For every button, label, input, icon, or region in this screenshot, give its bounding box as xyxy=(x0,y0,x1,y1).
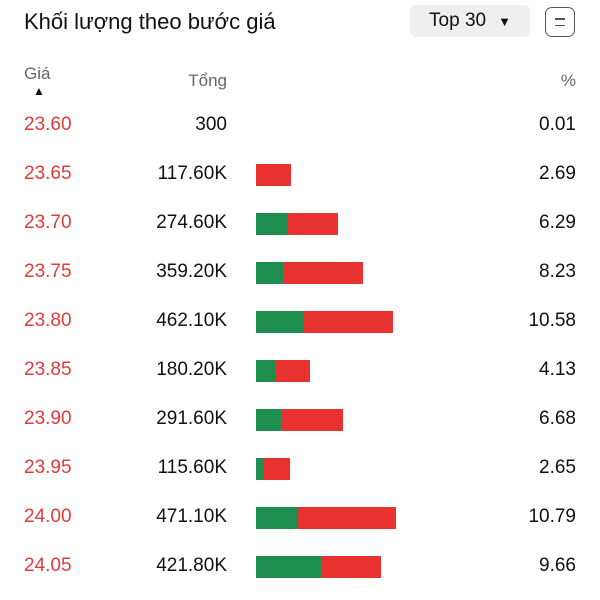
price-level-total: 115.60K xyxy=(157,457,227,478)
buy-volume-segment xyxy=(256,556,322,578)
top-select-label: Top 30 xyxy=(429,10,487,31)
volume-bar xyxy=(256,360,310,382)
sell-volume-segment xyxy=(282,262,363,284)
price-level-row[interactable]: 23.95 115.60K 2.65 xyxy=(0,445,600,494)
buy-volume-segment xyxy=(256,409,282,431)
volume-bar xyxy=(256,164,291,186)
buy-volume-segment xyxy=(256,507,298,529)
price-level-total: 291.60K xyxy=(156,408,227,429)
sell-volume-segment xyxy=(281,409,343,431)
sell-volume-segment xyxy=(321,556,382,578)
caret-down-icon: ▼ xyxy=(498,13,511,29)
sell-volume-segment xyxy=(263,458,291,480)
price-level-total: 117.60K xyxy=(157,163,227,184)
sell-volume-segment xyxy=(287,213,338,235)
buy-volume-segment xyxy=(256,262,283,284)
top-select-dropdown[interactable]: Top 30 ▼ xyxy=(410,5,530,37)
volume-bar xyxy=(256,507,396,529)
price-level-row[interactable]: 23.90 291.60K 6.68 xyxy=(0,396,600,445)
price-level-price: 24.00 xyxy=(24,506,72,527)
volume-bar xyxy=(256,556,382,578)
volume-bar xyxy=(256,458,291,480)
sell-volume-segment xyxy=(256,164,291,186)
price-level-total: 359.20K xyxy=(156,261,227,282)
sell-volume-segment xyxy=(302,311,394,333)
panel-title: Khối lượng theo bước giá xyxy=(24,9,276,34)
price-level-total: 462.10K xyxy=(156,310,227,331)
price-level-row[interactable]: 23.70 274.60K 6.29 xyxy=(0,200,600,249)
price-level-total: 274.60K xyxy=(156,212,227,233)
price-level-row[interactable]: 23.80 462.10K 10.58 xyxy=(0,298,600,347)
price-level-row[interactable]: 23.60 300 0.01 xyxy=(0,102,600,151)
sort-ascending-icon[interactable]: ▲ xyxy=(33,84,45,98)
buy-volume-segment xyxy=(256,360,275,382)
price-level-price: 23.85 xyxy=(24,359,72,380)
column-header-price[interactable]: Giá xyxy=(24,64,51,83)
price-level-percent: 10.79 xyxy=(528,506,576,527)
price-level-price: 23.75 xyxy=(24,261,72,282)
price-level-price: 23.80 xyxy=(24,310,72,331)
sell-volume-segment xyxy=(298,507,396,529)
price-level-total: 471.10K xyxy=(156,506,227,527)
menu-icon[interactable] xyxy=(545,7,575,37)
volume-bar xyxy=(256,311,394,333)
price-level-price: 23.95 xyxy=(24,457,72,478)
column-header-percent[interactable]: % xyxy=(560,71,576,90)
price-level-total: 421.80K xyxy=(156,555,227,576)
price-level-price: 23.70 xyxy=(24,212,72,233)
price-level-row[interactable]: 24.00 471.10K 10.79 xyxy=(0,494,600,543)
price-level-percent: 10.58 xyxy=(528,310,576,331)
price-level-percent: 6.68 xyxy=(539,408,576,429)
buy-volume-segment xyxy=(256,458,264,480)
volume-bar xyxy=(256,213,338,235)
volume-bar xyxy=(256,409,343,431)
price-level-price: 23.60 xyxy=(24,114,72,135)
price-level-total: 180.20K xyxy=(156,359,227,380)
price-level-price: 23.65 xyxy=(24,163,72,184)
buy-volume-segment xyxy=(256,213,287,235)
column-header-total[interactable]: Tổng xyxy=(188,71,227,90)
price-level-row[interactable]: 23.85 180.20K 4.13 xyxy=(0,347,600,396)
buy-volume-segment xyxy=(256,311,303,333)
price-level-total: 300 xyxy=(195,114,227,135)
price-level-percent: 6.29 xyxy=(539,212,576,233)
price-level-percent: 9.66 xyxy=(539,555,576,576)
price-level-percent: 0.01 xyxy=(539,114,576,135)
price-level-price: 24.05 xyxy=(24,555,72,576)
price-level-row[interactable]: 23.75 359.20K 8.23 xyxy=(0,249,600,298)
volume-bar xyxy=(256,262,363,284)
price-level-percent: 2.69 xyxy=(539,163,576,184)
price-level-percent: 2.65 xyxy=(539,457,576,478)
price-level-percent: 4.13 xyxy=(539,359,576,380)
price-level-percent: 8.23 xyxy=(539,261,576,282)
price-level-row[interactable]: 24.05 421.80K 9.66 xyxy=(0,543,600,592)
price-level-list: 23.60 300 0.01 23.65 117.60K 2.69 23.70 274.60K… xyxy=(0,102,600,592)
price-level-price: 23.90 xyxy=(24,408,72,429)
sell-volume-segment xyxy=(274,360,310,382)
price-level-row[interactable]: 23.65 117.60K 2.69 xyxy=(0,151,600,200)
